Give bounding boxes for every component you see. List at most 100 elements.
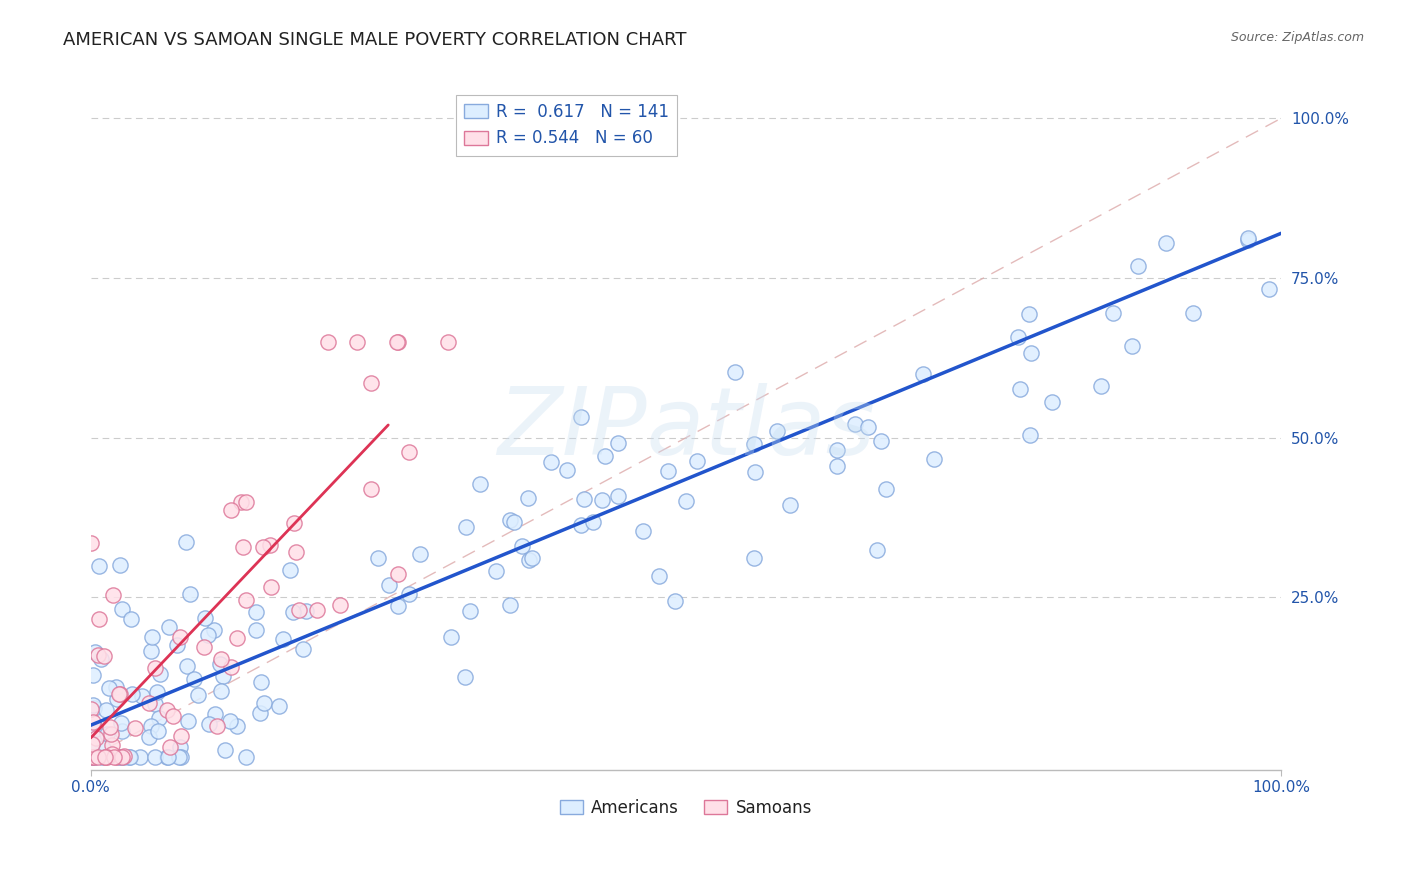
Point [209,683,232,698]
Point [284,544,307,558]
Point [260,580,283,594]
Point [156,750,179,764]
Point [866,543,889,558]
Point [686,454,709,468]
Point [159,739,181,754]
Point [221,660,243,674]
Point [197,628,219,642]
Point [742,551,765,566]
Point [453,670,475,684]
Point [582,515,605,529]
Point [360,376,382,390]
Point [250,675,273,690]
Point [1008,382,1031,396]
Point [870,434,893,449]
Point [574,492,596,507]
Point [367,551,389,566]
Point [1121,339,1143,353]
Point [724,366,747,380]
Point [440,630,463,644]
Point [485,564,508,578]
Point [143,661,166,675]
Point [305,603,328,617]
Point [198,717,221,731]
Point [204,623,226,637]
Point [1007,330,1029,344]
Point [110,750,132,764]
Point [387,566,409,581]
Point [631,524,654,538]
Point [87,750,110,764]
Point [245,605,267,619]
Point [100,727,122,741]
Point [281,605,304,619]
Point [398,445,420,459]
Point [83,644,105,658]
Point [607,489,630,503]
Point [212,669,235,683]
Point [436,334,458,349]
Point [1018,307,1040,321]
Point [149,666,172,681]
Point [675,493,697,508]
Point [1258,282,1281,296]
Point [94,750,117,764]
Point [105,692,128,706]
Point [176,659,198,673]
Point [226,632,249,646]
Text: ZIPatlas: ZIPatlas [496,383,875,474]
Point [118,750,141,764]
Point [385,334,408,349]
Point [844,417,866,432]
Point [111,750,134,764]
Point [169,740,191,755]
Point [278,563,301,577]
Point [104,680,127,694]
Point [664,593,686,607]
Point [454,520,477,534]
Point [409,548,432,562]
Point [84,731,107,746]
Point [235,495,257,509]
Point [146,723,169,738]
Point [129,750,152,764]
Point [141,643,163,657]
Point [101,738,124,752]
Point [169,631,191,645]
Point [288,603,311,617]
Point [499,598,522,612]
Point [207,718,229,732]
Point [253,696,276,710]
Point [1040,394,1063,409]
Point [111,601,134,615]
Point [80,750,103,764]
Point [232,540,254,554]
Point [766,425,789,439]
Point [510,539,533,553]
Point [235,592,257,607]
Point [606,436,628,450]
Point [143,750,166,764]
Point [229,495,252,509]
Point [259,537,281,551]
Point [107,750,129,764]
Point [96,750,118,764]
Point [80,701,103,715]
Point [80,750,103,764]
Point [273,632,295,646]
Point [82,737,104,751]
Point [252,540,274,554]
Point [94,750,117,764]
Point [193,640,215,654]
Point [1018,428,1040,442]
Point [520,551,543,566]
Point [1102,306,1125,320]
Point [170,750,193,764]
Point [1021,346,1043,360]
Point [1126,259,1149,273]
Point [138,730,160,744]
Text: Source: ZipAtlas.com: Source: ZipAtlas.com [1230,31,1364,45]
Point [98,720,121,734]
Point [294,604,316,618]
Point [112,750,135,764]
